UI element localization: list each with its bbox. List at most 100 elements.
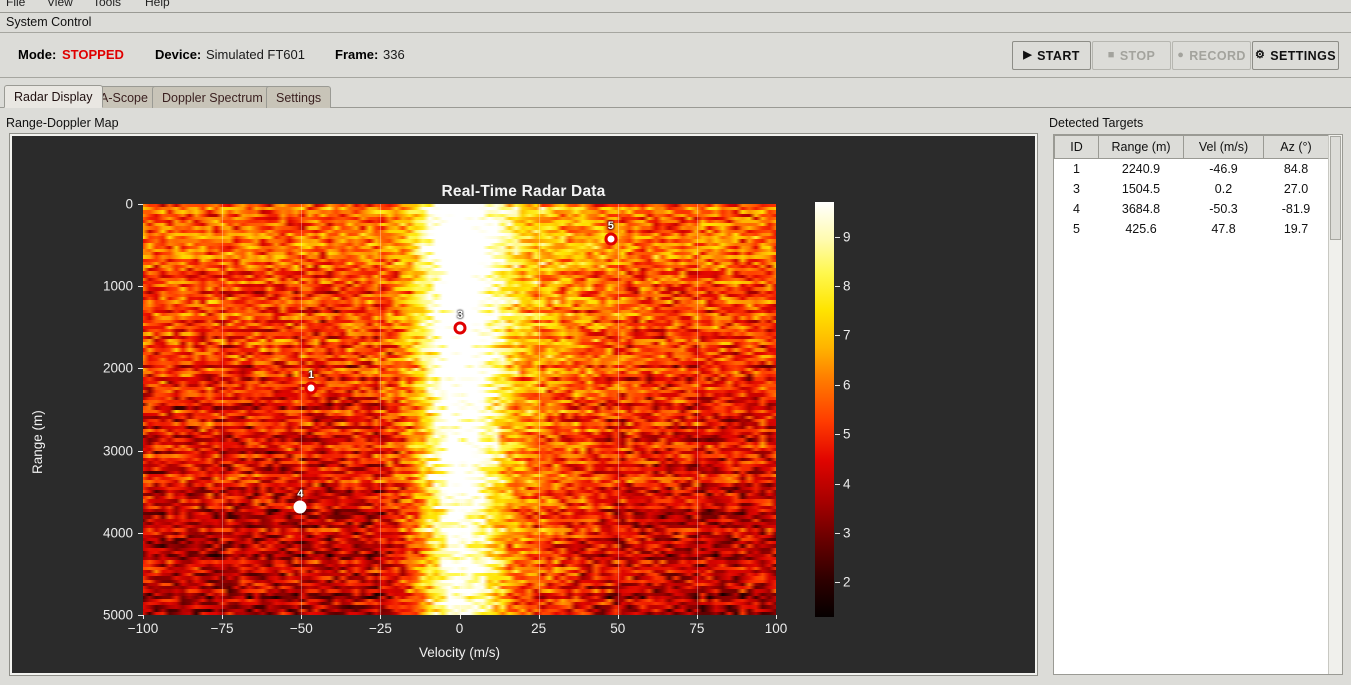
- x-tick-label: 25: [531, 621, 547, 636]
- colorbar-tick-label: 8: [843, 278, 851, 294]
- record-button-label: RECORD: [1189, 48, 1246, 63]
- chart-title: Real-Time Radar Data: [441, 183, 606, 200]
- x-tick-label: 100: [764, 621, 788, 636]
- heatmap-image: [143, 204, 776, 615]
- table-row[interactable]: 4 3684.8 -50.3 -81.9: [1054, 198, 1342, 219]
- cell-vel: -46.9: [1183, 158, 1264, 179]
- frame-value: 336: [383, 47, 405, 62]
- target-marker-label: 3: [457, 308, 464, 321]
- target-marker-label: 5: [607, 220, 614, 232]
- detected-targets-label: Detected Targets: [1049, 116, 1144, 130]
- menu-bar: File View Tools Help: [0, 0, 1351, 13]
- x-tick-label: 75: [689, 621, 705, 636]
- range-doppler-plot[interactable]: Real-Time Radar Data 1 3 4 5 −100 −75 −50 −25 0…: [10, 134, 1037, 675]
- target-marker[interactable]: [604, 232, 618, 246]
- target-marker-label: 1: [308, 369, 315, 382]
- square-icon: ■: [1107, 49, 1115, 61]
- y-axis-title: Range (m): [30, 410, 45, 474]
- target-marker-label: 4: [297, 487, 304, 500]
- menu-item-view[interactable]: View: [47, 0, 73, 9]
- x-tick-label: −100: [127, 621, 159, 636]
- cell-id: 4: [1054, 198, 1099, 219]
- cell-az: 19.7: [1263, 218, 1329, 239]
- play-icon: ▶: [1023, 49, 1033, 61]
- scrollbar-thumb[interactable]: [1330, 136, 1341, 240]
- target-marker[interactable]: [453, 321, 467, 335]
- column-header-az[interactable]: Az (°): [1263, 135, 1329, 159]
- tab-baseline: [0, 107, 1351, 108]
- range-doppler-map-label: Range-Doppler Map: [6, 116, 119, 130]
- device-value: Simulated FT601: [206, 47, 305, 62]
- y-tick-label: 3000: [102, 443, 133, 459]
- settings-button[interactable]: ⚙ SETTINGS: [1252, 41, 1339, 70]
- colorbar-tick-label: 4: [843, 476, 851, 492]
- y-tick-label: 1000: [102, 278, 133, 294]
- table-row[interactable]: 1 2240.9 -46.9 84.8: [1054, 158, 1342, 179]
- colorbar-tick-label: 6: [843, 377, 851, 393]
- colorbar-tick-label: 9: [843, 229, 851, 245]
- x-tick-label: 50: [610, 621, 626, 636]
- x-axis-title: Velocity (m/s): [418, 645, 500, 660]
- target-marker[interactable]: [304, 381, 318, 395]
- colorbar-tick-label: 7: [843, 327, 851, 343]
- y-tick-label: 4000: [102, 525, 133, 541]
- tab-bar: Radar Display A-Scope Doppler Spectrum S…: [0, 85, 1351, 108]
- y-tick-label: 5000: [102, 607, 133, 623]
- circle-icon: ●: [1177, 49, 1185, 61]
- cell-vel: -50.3: [1183, 198, 1264, 219]
- record-button[interactable]: ● RECORD: [1172, 41, 1251, 70]
- table-row[interactable]: 3 1504.5 0.2 27.0: [1054, 178, 1342, 199]
- frame-label: Frame:: [335, 47, 379, 62]
- detected-targets-panel[interactable]: ID Range (m) Vel (m/s) Az (°) 1 2240.9 -46…: [1053, 134, 1343, 675]
- targets-table: ID Range (m) Vel (m/s) Az (°) 1 2240.9 -46…: [1054, 135, 1342, 239]
- target-marker[interactable]: [293, 500, 307, 514]
- tab-doppler-spectrum[interactable]: Doppler Spectrum: [152, 86, 273, 108]
- column-header-id[interactable]: ID: [1054, 135, 1099, 159]
- cell-range: 3684.8: [1098, 198, 1184, 219]
- menu-item-help[interactable]: Help: [145, 0, 170, 9]
- cell-range: 425.6: [1098, 218, 1184, 239]
- system-control-group-label: System Control: [6, 15, 92, 29]
- targets-table-body: 1 2240.9 -46.9 84.8 3 1504.5 0.2 27.0 4 3684.8 -50…: [1054, 158, 1342, 239]
- y-tick-label: 0: [125, 196, 133, 212]
- x-tick-label: 0: [455, 621, 464, 636]
- device-label: Device:: [155, 47, 202, 62]
- column-header-range[interactable]: Range (m): [1098, 135, 1184, 159]
- menu-item-file[interactable]: File: [6, 0, 26, 9]
- colorbar-tick-label: 2: [843, 574, 851, 590]
- stop-button[interactable]: ■ STOP: [1092, 41, 1171, 70]
- cell-range: 2240.9: [1098, 158, 1184, 179]
- x-tick-label: −50: [289, 621, 313, 636]
- cell-id: 3: [1054, 178, 1099, 199]
- tab-settings[interactable]: Settings: [266, 86, 332, 108]
- cell-id: 1: [1054, 158, 1099, 179]
- cell-vel: 0.2: [1183, 178, 1264, 199]
- mode-label: Mode:: [18, 47, 57, 62]
- table-row[interactable]: 5 425.6 47.8 19.7: [1054, 218, 1342, 239]
- start-button[interactable]: ▶ START: [1012, 41, 1091, 70]
- mode-value: STOPPED: [62, 47, 124, 62]
- cell-az: 27.0: [1263, 178, 1329, 199]
- heatmap-data-area[interactable]: 1 3 4 5: [143, 204, 776, 615]
- start-button-label: START: [1037, 48, 1080, 63]
- targets-table-scrollbar[interactable]: [1328, 135, 1342, 674]
- menu-item-tools[interactable]: Tools: [93, 0, 122, 9]
- gear-icon: ⚙: [1255, 49, 1266, 61]
- stop-button-label: STOP: [1119, 48, 1156, 63]
- cell-id: 5: [1054, 218, 1099, 239]
- y-tick-label: 2000: [102, 360, 133, 376]
- x-tick-label: −25: [368, 621, 392, 636]
- cell-az: -81.9: [1263, 198, 1329, 219]
- settings-button-label: SETTINGS: [1270, 48, 1336, 63]
- colorbar-tick-label: 3: [843, 525, 851, 541]
- cell-vel: 47.8: [1183, 218, 1264, 239]
- tab-radar-display[interactable]: Radar Display: [4, 85, 103, 108]
- colorbar-tick-label: 5: [843, 426, 851, 442]
- colorbar: [815, 202, 834, 617]
- column-header-vel[interactable]: Vel (m/s): [1183, 135, 1264, 159]
- table-header-row: ID Range (m) Vel (m/s) Az (°): [1054, 135, 1342, 159]
- cell-range: 1504.5: [1098, 178, 1184, 199]
- cell-az: 84.8: [1263, 158, 1329, 179]
- x-tick-label: −75: [210, 621, 234, 636]
